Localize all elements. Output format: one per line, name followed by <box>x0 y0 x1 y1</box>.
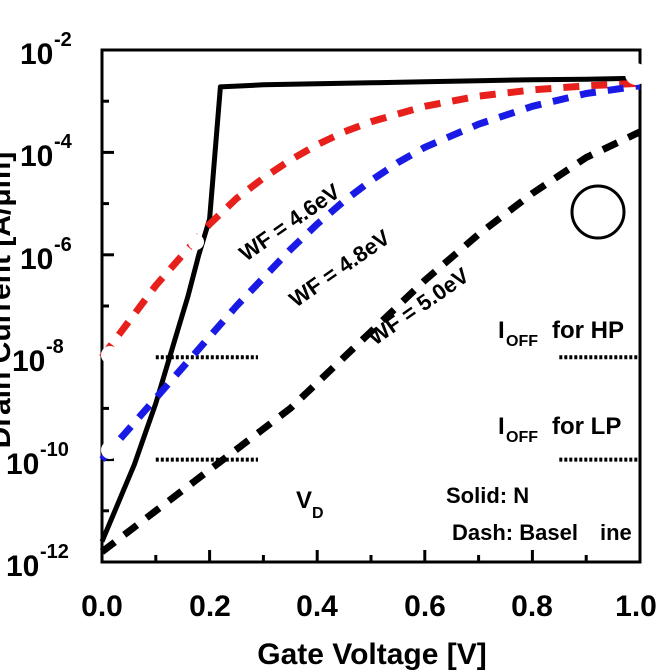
x-tick-label-5: 1.0 <box>615 590 657 623</box>
svg-text:I: I <box>498 317 505 344</box>
x-axis-title: Gate Voltage [V] <box>257 638 486 671</box>
reference-lines <box>155 355 640 462</box>
x-tick-label-1: 0.2 <box>189 590 231 623</box>
series-wf-5-0ev <box>99 128 642 555</box>
x-tick-label-3: 0.6 <box>404 590 446 623</box>
series-solid-0 <box>99 75 641 543</box>
y-tick-label-1e-12: 10 -12 <box>6 541 69 583</box>
svg-text:10: 10 <box>12 345 45 378</box>
ioff-lp-label: I OFF for LP <box>498 413 621 446</box>
svg-text:for LP: for LP <box>552 413 621 440</box>
legend-dash: Dash: Basel <box>452 520 578 545</box>
y-axis-title: Drain Current [A/μm] <box>0 152 17 449</box>
svg-text:-10: -10 <box>40 439 69 461</box>
data-series <box>99 75 642 555</box>
svg-text:-2: -2 <box>54 29 72 51</box>
y-tick-label-1e-10: 10 -10 <box>6 439 69 481</box>
occlusion-marks <box>101 63 647 459</box>
y-tick-labels: 10 -2 10 -4 10 -6 10 -8 10 -10 10 -12 <box>6 29 73 583</box>
y-tick-label-1e-4: 10 -4 <box>20 131 73 173</box>
svg-text:-6: -6 <box>54 234 72 256</box>
legend-vd: V <box>296 487 312 514</box>
svg-text:10: 10 <box>20 243 53 276</box>
svg-text:-8: -8 <box>46 336 64 358</box>
svg-text:-4: -4 <box>54 131 73 153</box>
x-tick-label-0: 0.0 <box>81 590 123 623</box>
annotation-wf-4-8: WF = 4.8eV <box>285 224 395 312</box>
series-wf-4-8ev <box>99 82 641 462</box>
axis-ticks <box>100 48 642 564</box>
svg-text:10: 10 <box>6 550 39 583</box>
series-wf-4-6ev <box>99 79 641 360</box>
ioff-hp-label: I OFF for HP <box>498 317 624 350</box>
annotation-wf-5-0: WF = 5.0eV <box>364 262 474 350</box>
y-tick-label-1e-8: 10 -8 <box>12 336 64 378</box>
legend-fragments: V D Solid: N Dash: Basel ine <box>296 483 632 545</box>
svg-text:OFF: OFF <box>506 429 538 446</box>
svg-text:10: 10 <box>20 38 53 71</box>
legend-vd-sub: D <box>312 505 324 522</box>
y-tick-label-1e-6: 10 -6 <box>20 234 72 276</box>
x-tick-label-4: 0.8 <box>511 590 553 623</box>
svg-text:I: I <box>498 413 505 440</box>
svg-text:-12: -12 <box>40 541 69 563</box>
legend-solid: Solid: N <box>446 483 529 508</box>
svg-text:for HP: for HP <box>552 317 624 344</box>
svg-text:OFF: OFF <box>506 333 538 350</box>
legend-dash-tail: ine <box>600 520 632 545</box>
svg-text:10: 10 <box>6 448 39 481</box>
x-tick-label-2: 0.4 <box>296 590 338 623</box>
y-tick-label-1e-2: 10 -2 <box>20 29 72 71</box>
svg-text:10: 10 <box>20 140 53 173</box>
x-tick-labels: 0.0 0.2 0.4 0.6 0.8 1.0 <box>81 590 657 623</box>
